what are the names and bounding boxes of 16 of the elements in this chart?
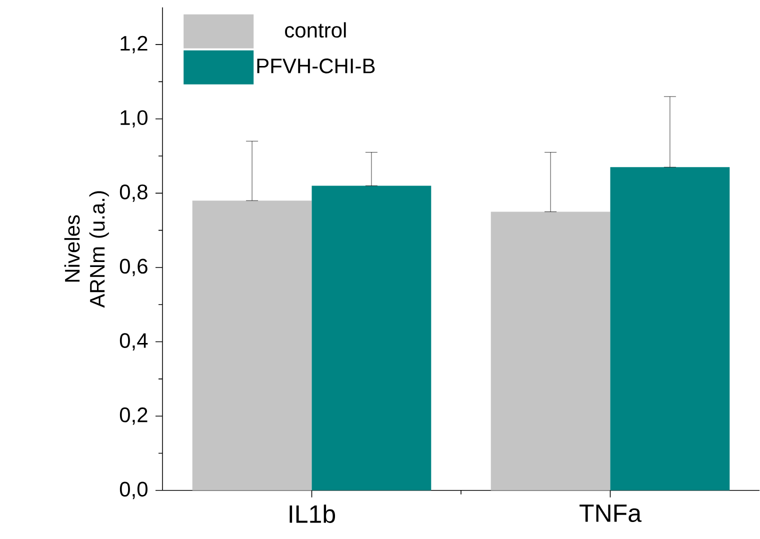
y-tick-label: 1,0 bbox=[120, 110, 148, 128]
bar bbox=[610, 167, 730, 490]
y-tick-label: 1,2 bbox=[120, 36, 148, 54]
legend-label: control bbox=[285, 22, 346, 38]
y-tick-label: 0,6 bbox=[120, 258, 148, 276]
legend-label: PFVH-CHI-B bbox=[257, 58, 375, 74]
y-tick-label: 0,2 bbox=[120, 407, 148, 425]
bar bbox=[490, 212, 610, 490]
x-tick-label: TNFa bbox=[580, 504, 642, 522]
y-tick-label: 0,4 bbox=[120, 333, 148, 350]
bar bbox=[192, 200, 312, 490]
x-tick-label: IL1b bbox=[290, 504, 336, 523]
bar bbox=[312, 186, 432, 490]
y-tick-label: 0,0 bbox=[120, 482, 148, 500]
y-tick-label: 0,8 bbox=[120, 184, 148, 202]
y-axis-title: Niveles ARNm (u.a.) bbox=[64, 191, 109, 308]
